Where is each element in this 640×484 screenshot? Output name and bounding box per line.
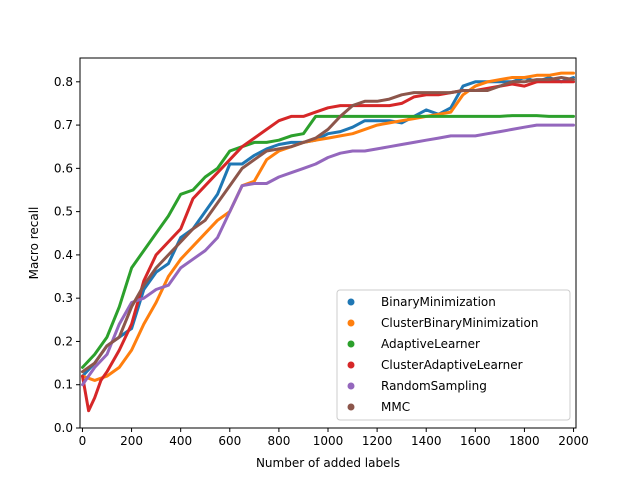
y-tick-label: 0.6 <box>54 161 73 175</box>
legend-marker <box>347 319 355 327</box>
y-tick-label: 0.1 <box>54 378 73 392</box>
legend-marker <box>347 361 355 369</box>
x-tick-label: 1200 <box>362 434 393 448</box>
legend-marker <box>347 382 355 390</box>
series-line-mmc <box>81 76 575 374</box>
y-tick-label: 0.5 <box>54 205 73 219</box>
y-tick-label: 0.4 <box>54 248 73 262</box>
x-tick-label: 1800 <box>509 434 540 448</box>
legend-label: ClusterAdaptiveLearner <box>381 358 523 372</box>
legend-label: MMC <box>381 400 410 414</box>
x-tick-label: 1400 <box>411 434 442 448</box>
series-line-adaptive-learner <box>81 114 575 369</box>
x-tick-label: 2000 <box>558 434 589 448</box>
x-tick-label: 400 <box>169 434 192 448</box>
x-tick-label: 800 <box>267 434 290 448</box>
y-tick-label: 0.8 <box>54 75 73 89</box>
y-axis-ticks: 0.0 0.1 0.2 0.3 0.4 0.5 0.6 0.7 0.8 <box>54 75 80 435</box>
legend-label: AdaptiveLearner <box>381 337 480 351</box>
y-axis-label: Macro recall <box>27 207 41 280</box>
x-tick-label: 200 <box>120 434 143 448</box>
legend-marker <box>347 298 355 306</box>
x-tick-label: 600 <box>218 434 241 448</box>
x-tick-label: 1000 <box>313 434 344 448</box>
y-tick-label: 0.3 <box>54 291 73 305</box>
x-axis-label: Number of added labels <box>256 456 400 470</box>
x-tick-label: 0 <box>79 434 87 448</box>
y-tick-label: 0.0 <box>54 421 73 435</box>
y-tick-label: 0.2 <box>54 334 73 348</box>
legend: BinaryMinimization ClusterBinaryMinimizat… <box>336 289 571 421</box>
x-axis-ticks: 0 200 400 600 800 1000 1200 1400 1600 1800 2000 <box>79 428 589 448</box>
y-tick-label: 0.7 <box>54 118 73 132</box>
series-line-cluster-adaptive-learner <box>81 80 575 413</box>
legend-label: ClusterBinaryMinimization <box>381 316 538 330</box>
legend-box <box>336 289 571 421</box>
legend-marker <box>347 403 355 411</box>
series-line-random-sampling <box>81 123 575 387</box>
series-layer <box>81 71 575 413</box>
x-tick-label: 1600 <box>460 434 491 448</box>
legend-label: RandomSampling <box>381 379 487 393</box>
legend-marker <box>347 340 355 348</box>
legend-label: BinaryMinimization <box>381 295 496 309</box>
